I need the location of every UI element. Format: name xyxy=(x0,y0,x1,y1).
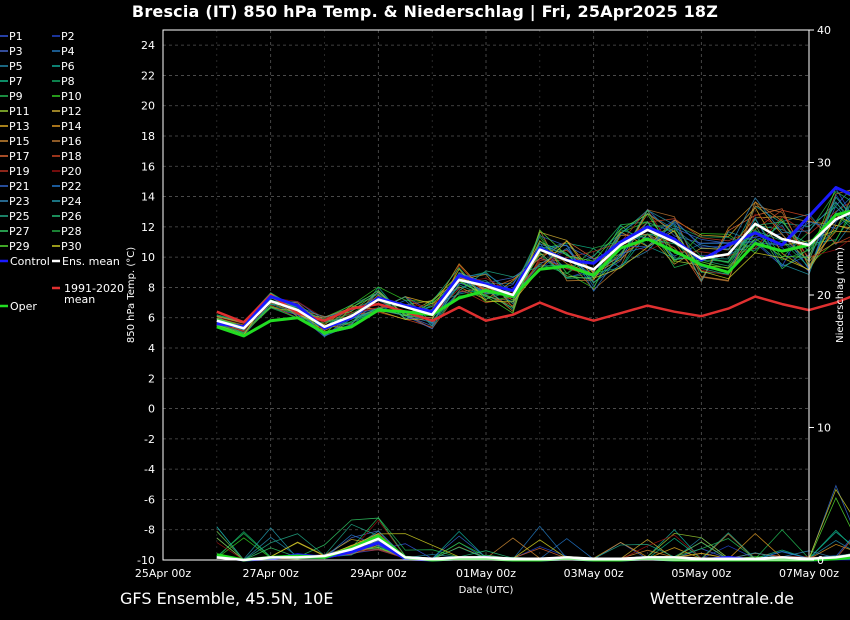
legend-label-p15: P15 xyxy=(9,135,30,148)
member-precip-p12 xyxy=(216,538,850,561)
legend-label-p28: P28 xyxy=(61,225,82,238)
x-tick-label: 01May 00z xyxy=(456,567,516,580)
legend-label-p14: P14 xyxy=(61,120,82,133)
legend-label-p6: P6 xyxy=(61,60,75,73)
y2-tick-label: 20 xyxy=(817,289,831,302)
legend-label-oper: Oper xyxy=(10,300,37,313)
x-tick-label: 07May 00z xyxy=(779,567,839,580)
y-tick-label: 22 xyxy=(141,69,155,82)
legend-label-p12: P12 xyxy=(61,105,82,118)
legend-label-control: Control xyxy=(10,255,50,268)
source-credit: Wetterzentrale.de xyxy=(649,589,794,608)
y-tick-label: -4 xyxy=(144,463,155,476)
x-tick-label: 29Apr 00z xyxy=(350,567,407,580)
legend-label-p27: P27 xyxy=(9,225,30,238)
series-oper-temp xyxy=(216,210,850,338)
y-tick-label: 6 xyxy=(148,312,155,325)
legend-label-p26: P26 xyxy=(61,210,82,223)
series-control-temp xyxy=(216,186,850,330)
y-tick-label: -6 xyxy=(144,493,155,506)
legend-label-p29: P29 xyxy=(9,240,30,253)
legend-label-p16: P16 xyxy=(61,135,82,148)
legend-label-p7: P7 xyxy=(9,75,23,88)
legend: P1 P2 P3 P4 P5 P6 P7 P8 P9 P10 P11 P12 P13 P14 P15 P16 P… xyxy=(0,30,124,313)
legend-label-p1: P1 xyxy=(9,30,23,43)
y-tick-label: 18 xyxy=(141,130,155,143)
legend-label-p30: P30 xyxy=(61,240,82,253)
model-info: GFS Ensemble, 45.5N, 10E xyxy=(120,589,334,608)
y-tick-label: 16 xyxy=(141,160,155,173)
x-tick-label: 03May 00z xyxy=(564,567,624,580)
legend-label-p21: P21 xyxy=(9,180,30,193)
legend-label-p19: P19 xyxy=(9,165,30,178)
y-tick-label: -10 xyxy=(137,554,155,567)
axes: -10-8-6-4-202468101214161820222401020304… xyxy=(135,24,839,580)
legend-label-p9: P9 xyxy=(9,90,23,103)
y2-tick-label: 40 xyxy=(817,24,831,37)
y-tick-label: 20 xyxy=(141,100,155,113)
series-ens-mean-temp xyxy=(216,211,850,330)
member-precip-p22 xyxy=(216,534,850,561)
ensemble-members xyxy=(216,187,850,561)
member-precip-p9 xyxy=(216,516,850,560)
member-line-p30 xyxy=(216,214,850,336)
legend-label-p25: P25 xyxy=(9,210,30,223)
legend-label-p3: P3 xyxy=(9,45,23,58)
legend-label-p24: P24 xyxy=(61,195,82,208)
x-tick-label: 25Apr 00z xyxy=(135,567,192,580)
y-axis-label-left: 850 hPa Temp. (°C) xyxy=(126,247,137,343)
legend-label-p8: P8 xyxy=(61,75,75,88)
legend-label-p11: P11 xyxy=(9,105,30,118)
y2-tick-label: 30 xyxy=(817,157,831,170)
legend-label-p20: P20 xyxy=(61,165,82,178)
legend-label-p10: P10 xyxy=(61,90,82,103)
legend-label-p22: P22 xyxy=(61,180,82,193)
legend-label-p17: P17 xyxy=(9,150,30,163)
member-precip-p8 xyxy=(216,531,850,560)
y-tick-label: 2 xyxy=(148,372,155,385)
y-tick-label: -2 xyxy=(144,433,155,446)
y-tick-label: 4 xyxy=(148,342,155,355)
x-tick-label: 05May 00z xyxy=(671,567,731,580)
y-tick-label: 24 xyxy=(141,39,155,52)
legend-label-p2: P2 xyxy=(61,30,75,43)
y-tick-label: 8 xyxy=(148,281,155,294)
member-precip-p19 xyxy=(216,540,850,561)
member-line-p25 xyxy=(216,196,850,333)
legend-label-p4: P4 xyxy=(61,45,75,58)
legend-label-p23: P23 xyxy=(9,195,30,208)
y-tick-label: -8 xyxy=(144,524,155,537)
series-ens-mean-precip xyxy=(216,537,850,562)
member-line-p26 xyxy=(216,202,850,328)
y-axis-label-right: Niederschlag (mm) xyxy=(835,247,846,343)
legend-label-p13: P13 xyxy=(9,120,30,133)
main-series xyxy=(216,186,850,562)
y-tick-label: 14 xyxy=(141,191,155,204)
y2-tick-label: 10 xyxy=(817,422,831,435)
legend-label-p5: P5 xyxy=(9,60,23,73)
legend-label-p18: P18 xyxy=(61,150,82,163)
y-tick-label: 0 xyxy=(148,403,155,416)
y2-tick-label: 0 xyxy=(817,554,824,567)
legend-label-1991-2020-mean: 1991-2020 mean xyxy=(64,282,124,306)
member-line-p22 xyxy=(216,197,850,337)
legend-label-ens-mean: Ens. mean xyxy=(62,255,120,268)
x-axis-label: Date (UTC) xyxy=(459,585,514,596)
y-tick-label: 10 xyxy=(141,251,155,264)
x-tick-label: 27Apr 00z xyxy=(243,567,300,580)
chart-title: Brescia (IT) 850 hPa Temp. & Niederschla… xyxy=(131,2,719,21)
y-tick-label: 12 xyxy=(141,221,155,234)
